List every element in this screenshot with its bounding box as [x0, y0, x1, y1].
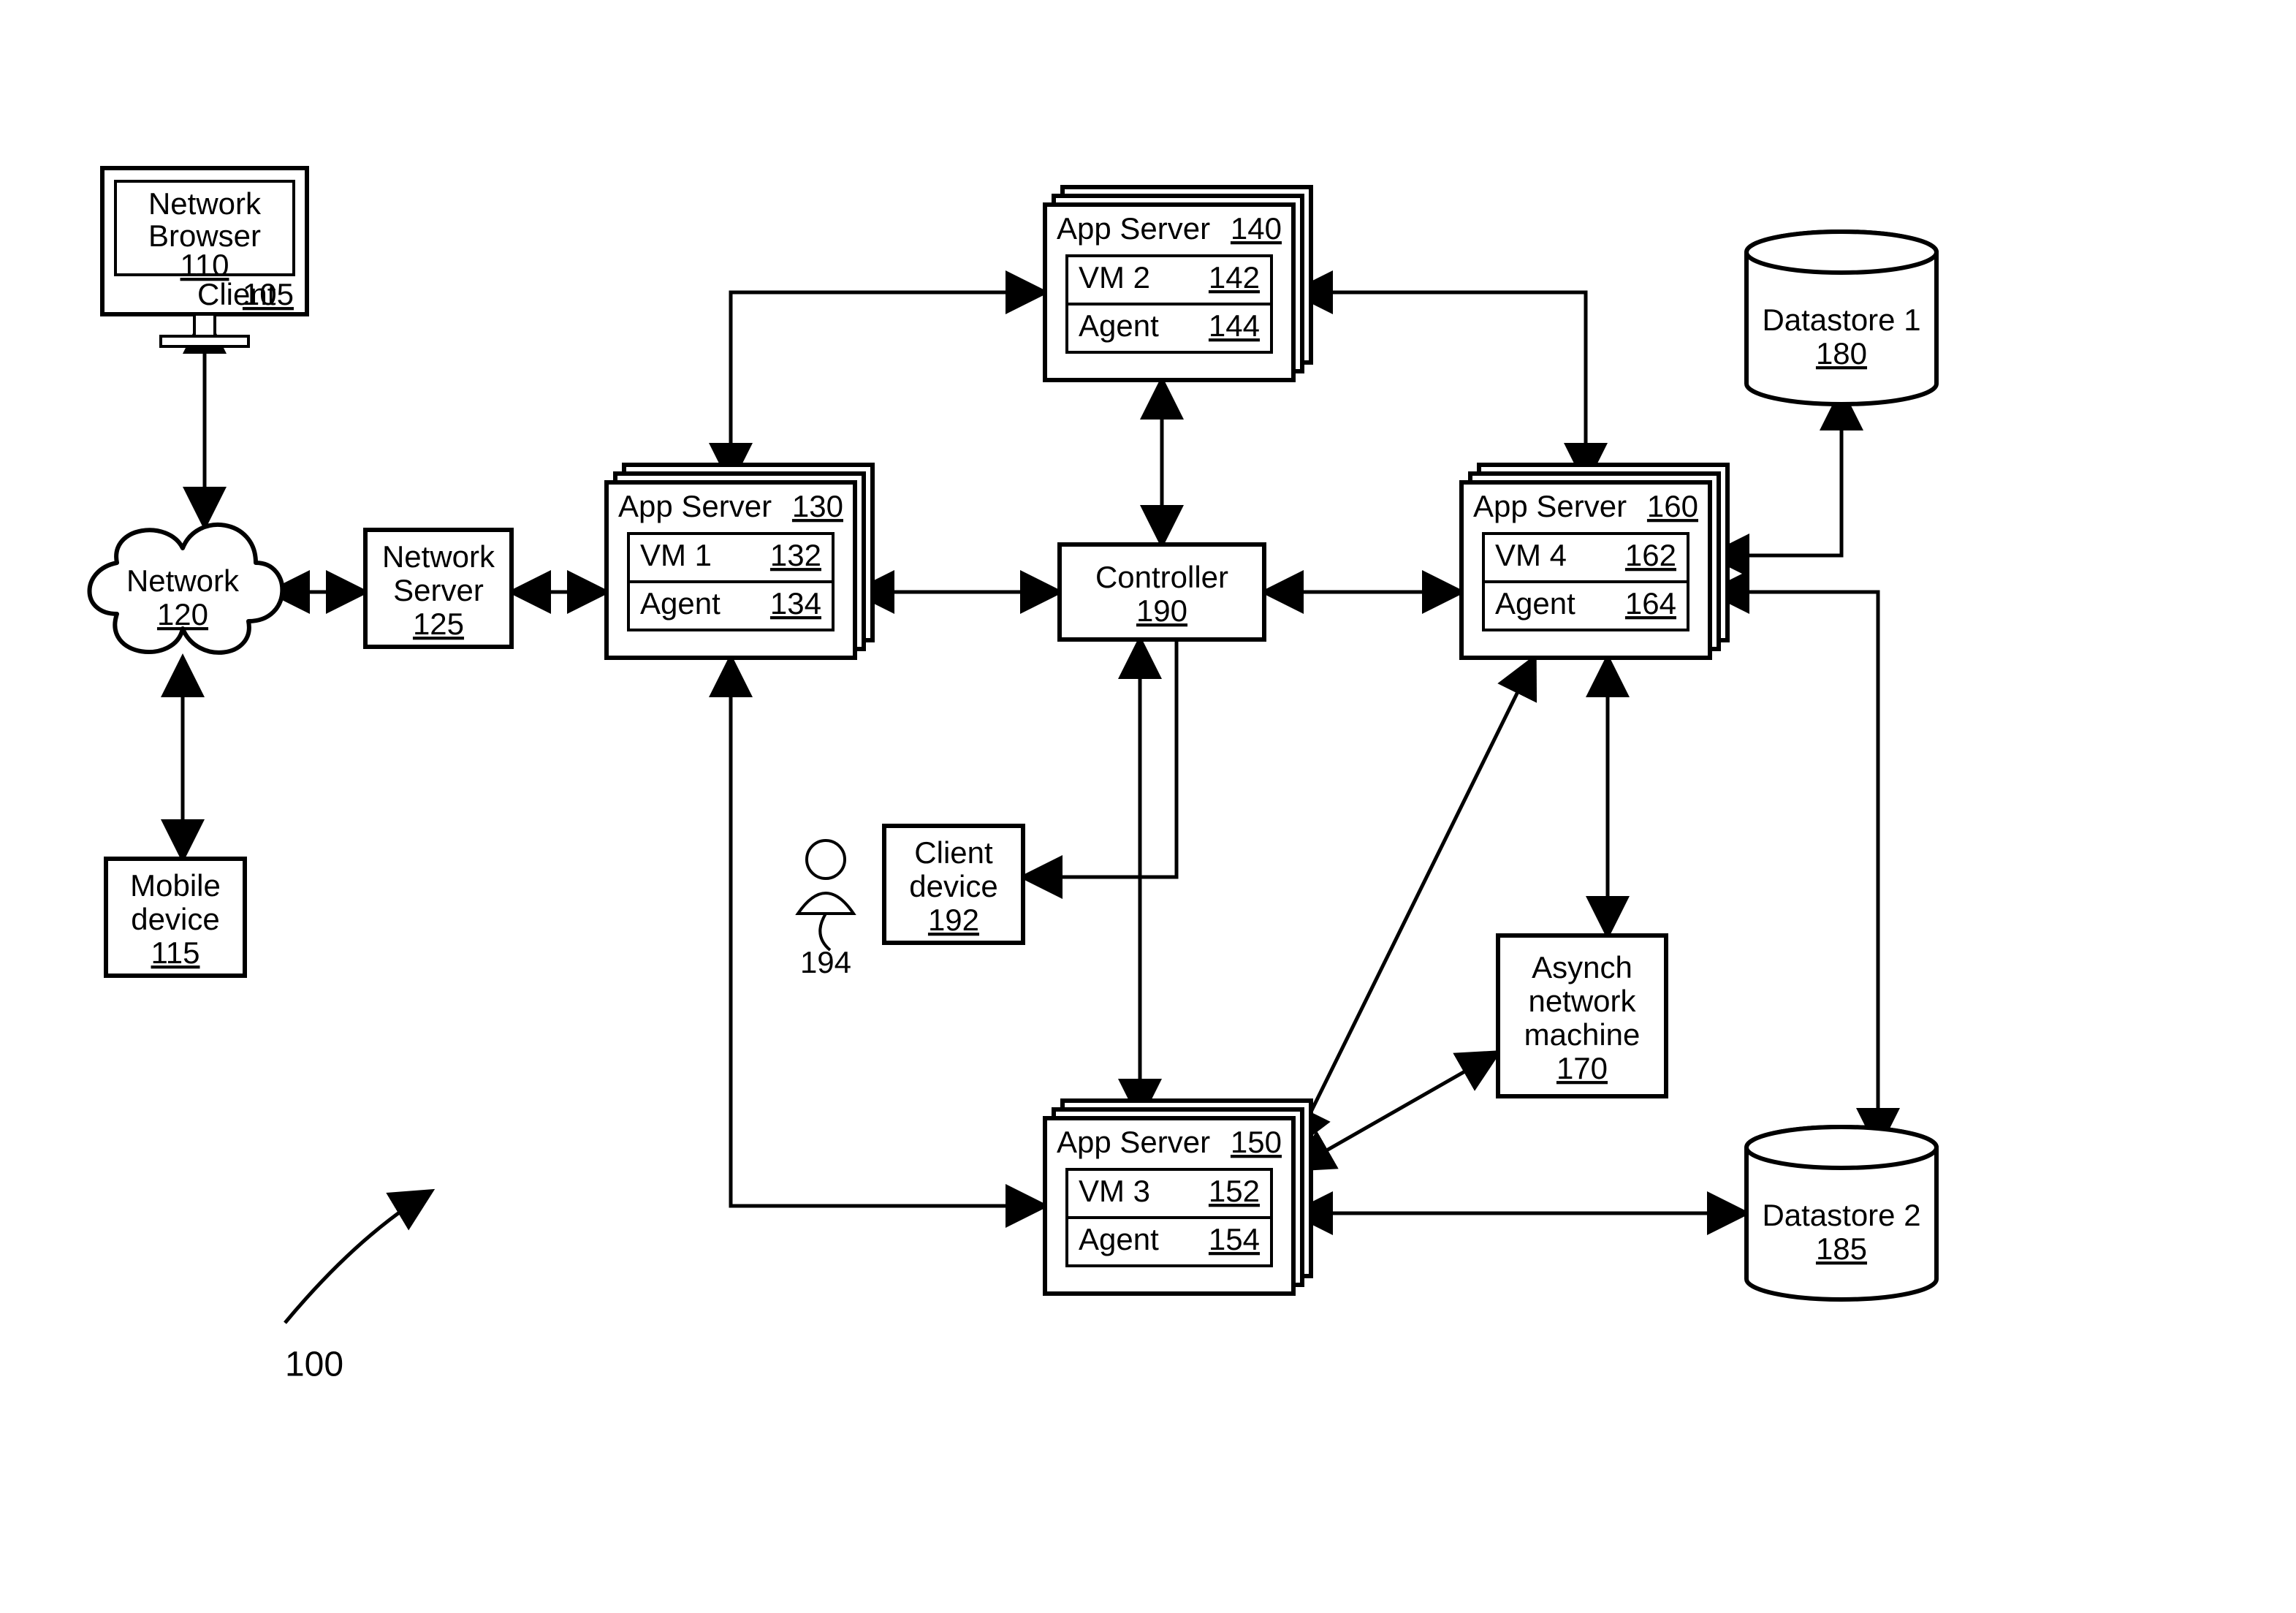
svg-text:152: 152 — [1209, 1174, 1260, 1208]
svg-text:132: 132 — [770, 538, 821, 572]
svg-text:Server: Server — [393, 573, 484, 607]
svg-text:144: 144 — [1209, 308, 1260, 343]
network-diagram: NetworkBrowser110Client105Network120Mobi… — [0, 0, 2296, 1613]
svg-text:115: 115 — [151, 935, 200, 970]
svg-text:120: 120 — [157, 597, 208, 631]
box-controller: Controller190 — [1060, 544, 1264, 639]
appserver-app130: App Server 130 VM 1 132 Agent 134 — [607, 465, 873, 658]
figure-ref-arrow — [285, 1191, 431, 1323]
svg-text:150: 150 — [1231, 1125, 1282, 1159]
svg-text:VM 1: VM 1 — [640, 538, 712, 572]
box-network_server: NetworkServer125 — [365, 530, 512, 647]
edge-14 — [1293, 1052, 1498, 1169]
user-icon: 194 — [798, 840, 854, 979]
svg-text:162: 162 — [1625, 538, 1676, 572]
svg-text:160: 160 — [1647, 489, 1698, 523]
svg-text:Controller: Controller — [1095, 560, 1228, 594]
svg-text:device: device — [909, 869, 997, 903]
svg-text:machine: machine — [1524, 1017, 1641, 1052]
edge-6 — [731, 292, 1045, 482]
svg-text:185: 185 — [1816, 1231, 1867, 1266]
svg-text:Agent: Agent — [1495, 586, 1575, 620]
svg-text:VM 3: VM 3 — [1079, 1174, 1150, 1208]
box-mobile: Mobiledevice115 — [106, 859, 245, 976]
svg-text:Asynch: Asynch — [1532, 950, 1632, 984]
svg-text:App Server: App Server — [1057, 1125, 1210, 1159]
svg-text:154: 154 — [1209, 1222, 1260, 1256]
edge-11 — [1023, 639, 1176, 877]
svg-text:App Server: App Server — [1473, 489, 1627, 523]
cloud-network: Network120 — [90, 525, 283, 653]
svg-text:192: 192 — [928, 903, 979, 937]
svg-text:Network: Network — [126, 563, 240, 598]
svg-text:134: 134 — [770, 586, 821, 620]
box-asynch: Asynchnetworkmachine170 — [1498, 935, 1666, 1096]
monitor-client: NetworkBrowser110Client105 — [102, 168, 307, 346]
svg-text:Mobile: Mobile — [130, 868, 221, 903]
appserver-app160: App Server 160 VM 4 162 Agent 164 — [1461, 465, 1727, 658]
svg-text:App Server: App Server — [618, 489, 772, 523]
cylinder-ds2: Datastore 2185 — [1746, 1127, 1936, 1299]
svg-text:194: 194 — [800, 945, 851, 979]
svg-text:network: network — [1528, 984, 1636, 1018]
edge-16 — [1710, 592, 1878, 1147]
svg-text:Client: Client — [914, 835, 993, 870]
svg-text:190: 190 — [1136, 593, 1187, 628]
edge-8 — [1293, 292, 1586, 482]
svg-text:VM 4: VM 4 — [1495, 538, 1567, 572]
svg-text:180: 180 — [1816, 336, 1867, 371]
svg-text:125: 125 — [413, 607, 464, 641]
svg-text:164: 164 — [1625, 586, 1676, 620]
svg-text:Network: Network — [382, 539, 495, 574]
box-client_device: Clientdevice192 — [884, 826, 1023, 943]
appserver-app140: App Server 140 VM 2 142 Agent 144 — [1045, 187, 1311, 380]
svg-text:Agent: Agent — [640, 586, 721, 620]
appserver-app150: App Server 150 VM 3 152 Agent 154 — [1045, 1101, 1311, 1294]
svg-text:170: 170 — [1556, 1051, 1608, 1085]
svg-text:140: 140 — [1231, 211, 1282, 246]
svg-text:VM 2: VM 2 — [1079, 260, 1150, 295]
svg-text:Network: Network — [148, 186, 262, 221]
svg-text:App Server: App Server — [1057, 211, 1210, 246]
svg-text:device: device — [131, 902, 219, 936]
svg-text:142: 142 — [1209, 260, 1260, 295]
svg-text:105: 105 — [243, 277, 294, 311]
svg-text:Datastore 2: Datastore 2 — [1762, 1198, 1920, 1232]
cylinder-ds1: Datastore 1180 — [1746, 232, 1936, 404]
svg-text:Datastore 1: Datastore 1 — [1762, 303, 1920, 337]
svg-text:100: 100 — [285, 1346, 343, 1384]
svg-text:130: 130 — [792, 489, 843, 523]
svg-text:Agent: Agent — [1079, 1222, 1159, 1256]
svg-text:Agent: Agent — [1079, 308, 1159, 343]
